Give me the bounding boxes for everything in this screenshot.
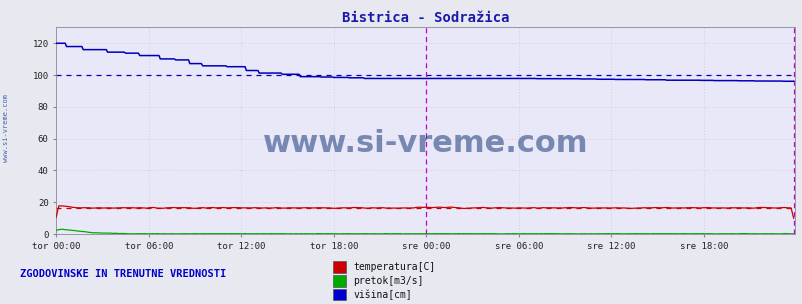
Text: temperatura[C]: temperatura[C]: [353, 262, 435, 272]
Title: Bistrica - Sodražica: Bistrica - Sodražica: [342, 11, 508, 25]
Text: www.si-vreme.com: www.si-vreme.com: [262, 129, 588, 157]
Text: ZGODOVINSKE IN TRENUTNE VREDNOSTI: ZGODOVINSKE IN TRENUTNE VREDNOSTI: [20, 269, 226, 279]
Text: višina[cm]: višina[cm]: [353, 289, 411, 300]
Text: www.si-vreme.com: www.si-vreme.com: [3, 94, 10, 162]
Text: pretok[m3/s]: pretok[m3/s]: [353, 276, 423, 286]
